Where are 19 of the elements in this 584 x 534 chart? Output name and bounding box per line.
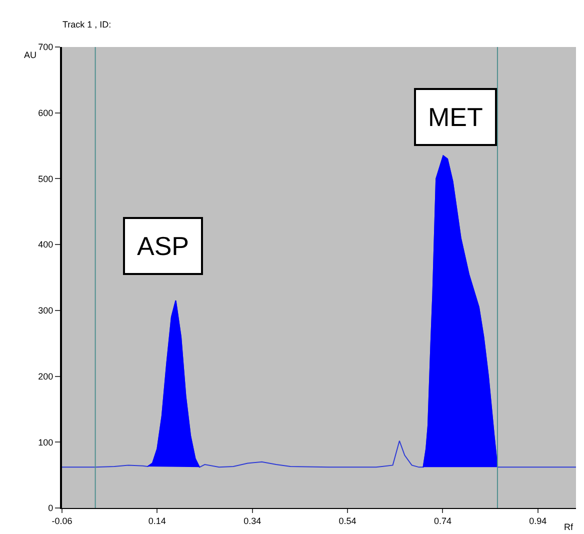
y-axis-title: AU xyxy=(24,50,37,60)
x-tick-label: -0.06 xyxy=(52,516,72,526)
y-tick-label: 600 xyxy=(38,108,54,118)
annotation: ASP xyxy=(137,231,190,261)
y-tick-label: 200 xyxy=(38,371,54,382)
x-tick-label: 0.94 xyxy=(529,516,547,526)
y-tick-label: 0 xyxy=(48,503,54,514)
annotation: MET xyxy=(428,102,483,132)
y-tick-label: 500 xyxy=(38,174,54,184)
y-tick-label: 100 xyxy=(38,437,54,448)
y-tick-label: 300 xyxy=(38,306,54,316)
x-tick-label: 0.34 xyxy=(244,516,262,526)
chart-title: Track 1 , ID: xyxy=(62,20,112,30)
y-tick-label: 400 xyxy=(38,240,54,250)
y-tick-label: 700 xyxy=(38,42,54,52)
x-axis-title: Rf xyxy=(564,522,574,532)
x-tick-label: 0.54 xyxy=(338,516,356,526)
x-tick-label: 0.74 xyxy=(434,516,452,526)
x-tick-label: 0.14 xyxy=(148,516,166,526)
